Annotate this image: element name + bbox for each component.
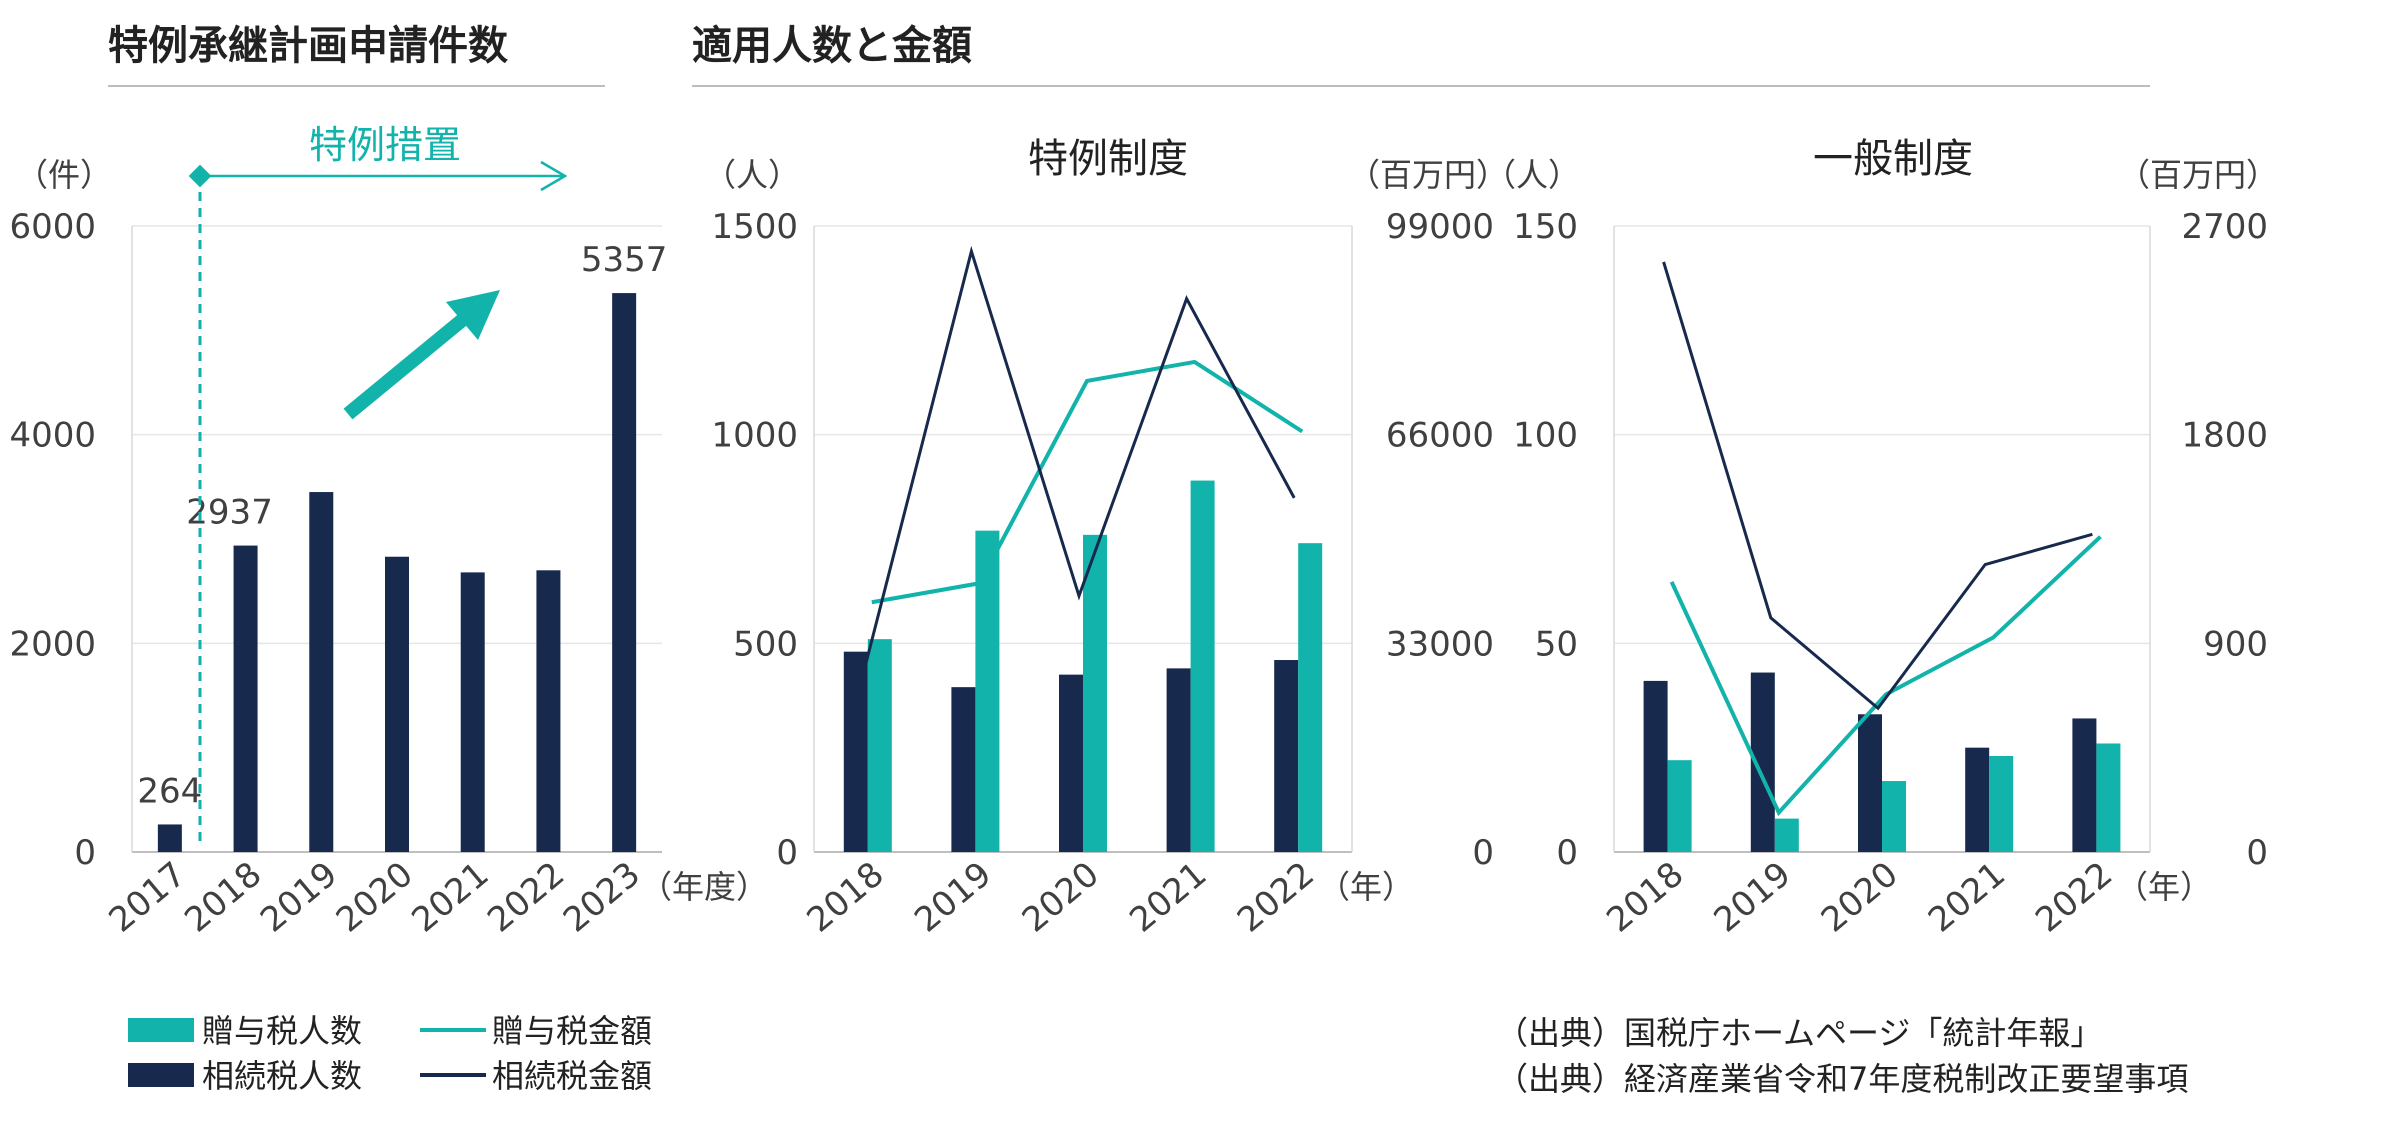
bar-applications-2020 [385, 556, 409, 852]
bar-applications-2022 [536, 570, 561, 852]
bar-inherit-count-2021 [1965, 747, 1990, 852]
bar-gift-count-2021 [1989, 756, 2014, 852]
bar-gift-count-2020 [1083, 534, 1107, 852]
line-gift-amount [871, 359, 1304, 605]
bar-gift-count-2019 [975, 530, 1000, 852]
data-label: 264 [137, 771, 202, 811]
bar-gift-count-2021 [1190, 480, 1215, 852]
line-gift-amount [1669, 535, 2102, 817]
bar-inherit-count-2020 [1858, 714, 1882, 852]
legend-label-inherit-amount: 相続税金額 [492, 1057, 652, 1095]
x-tick-label: 2022 [1230, 854, 1322, 940]
y-right-tick-label: 900 [2203, 624, 2268, 664]
y-right-tick-label: 1800 [2181, 416, 2268, 456]
y-left-tick-label: 500 [733, 624, 798, 664]
bar-inherit-count-2020 [1059, 674, 1083, 852]
bar-applications-2021 [460, 572, 485, 852]
x-tick-label: 2020 [1814, 854, 1906, 940]
y-right-tick-label: 2700 [2181, 207, 2268, 247]
source-note-1: （出典）国税庁ホームページ「統計年報」 [1496, 1014, 2102, 1052]
bar-gift-count-2019 [1774, 818, 1799, 852]
y-right-axis-unit: （百万円） [2118, 156, 2278, 194]
line-inherit-amount [1662, 261, 2093, 711]
y-left-tick-label: 100 [1513, 416, 1578, 456]
x-tick-label: 2020 [1015, 854, 1107, 940]
x-axis-unit: （年） [1318, 868, 1414, 906]
line-inherit-amount [862, 245, 1296, 673]
legend-label-gift-amount: 贈与税金額 [492, 1012, 652, 1050]
y-left-tick-label: 150 [1513, 207, 1578, 247]
y-tick-label: 4000 [9, 416, 96, 456]
x-tick-label: 2021 [405, 854, 497, 940]
chart-title-special: 特例制度 [1028, 136, 1188, 182]
bar-inherit-count-2022 [2072, 718, 2097, 852]
y-left-tick-label: 1000 [711, 416, 798, 456]
source-note-2: （出典）経済産業省令和7年度税制改正要望事項 [1496, 1060, 2188, 1098]
y-tick-label: 2000 [9, 624, 96, 664]
x-tick-label: 2019 [907, 854, 999, 940]
y-right-tick-label: 0 [1472, 833, 1494, 873]
y-left-tick-label: 1500 [711, 207, 798, 247]
x-tick-label: 2020 [329, 854, 421, 940]
y-tick-label: 6000 [9, 207, 96, 247]
applications-chart: 0200040006000（件）264201729372018201920202… [9, 156, 768, 941]
x-tick-label: 2018 [800, 854, 892, 940]
x-axis-unit: （年） [2116, 868, 2212, 906]
y-right-tick-label: 0 [2246, 833, 2268, 873]
bar-gift-count-2018 [1667, 760, 1692, 852]
bar-gift-count-2018 [867, 639, 892, 852]
x-tick-label: 2018 [177, 854, 269, 940]
x-tick-label: 2021 [1122, 854, 1214, 940]
y-right-tick-label: 33000 [1386, 624, 1494, 664]
bar-applications-2017 [157, 824, 182, 852]
y-right-tick-label: 66000 [1386, 416, 1494, 456]
up-right-arrow-icon [343, 290, 500, 420]
special-system-chart: 0 0 500 33000 1000 66000 1500 99000 （人） （百万円） 2018… [704, 156, 1508, 941]
bar-inherit-count-2018 [1643, 680, 1668, 852]
legend-swatch-gift-count [128, 1018, 194, 1042]
measure-label: 特例措置 [309, 123, 461, 167]
x-tick-label: 2019 [253, 854, 345, 940]
data-label: 5357 [581, 240, 668, 280]
y-left-tick-label: 0 [1556, 833, 1578, 873]
x-tick-label: 2022 [2028, 854, 2120, 940]
x-tick-label: 2021 [1921, 854, 2013, 940]
legend: 贈与税人数 相続税人数 贈与税金額 相続税金額 [128, 1012, 652, 1095]
x-tick-label: 2019 [1707, 854, 1799, 940]
x-tick-label: 2022 [480, 854, 572, 940]
y-left-axis-unit: （人） [1484, 156, 1580, 194]
bar-inherit-count-2019 [951, 687, 976, 852]
bar-inherit-count-2021 [1166, 668, 1191, 852]
y-axis-unit: （件） [16, 156, 112, 194]
y-left-axis-unit: （人） [704, 156, 800, 194]
bar-applications-2023 [612, 293, 637, 853]
measure-range-arrowhead-icon [540, 160, 568, 192]
x-tick-label: 2023 [556, 854, 648, 940]
bar-inherit-count-2022 [1274, 660, 1299, 852]
legend-label-inherit-count: 相続税人数 [202, 1057, 362, 1095]
bar-inherit-count-2018 [843, 651, 868, 852]
y-left-tick-label: 0 [776, 833, 798, 873]
x-tick-label: 2018 [1599, 854, 1691, 940]
bar-gift-count-2022 [1298, 543, 1323, 852]
y-tick-label: 0 [74, 833, 96, 873]
bar-applications-2018 [233, 545, 258, 852]
y-right-axis-unit: （百万円） [1348, 156, 1508, 194]
section-title-recipients: 適用人数と金額 [692, 23, 972, 69]
bar-gift-count-2022 [2096, 743, 2121, 852]
bar-gift-count-2020 [1882, 781, 1906, 852]
bar-applications-2019 [309, 492, 334, 852]
y-right-tick-label: 99000 [1386, 207, 1494, 247]
y-left-tick-label: 50 [1535, 624, 1578, 664]
x-tick-label: 2017 [102, 854, 194, 940]
legend-label-gift-count: 贈与税人数 [202, 1012, 362, 1050]
section-title-applications: 特例承継計画申請件数 [108, 23, 508, 69]
legend-swatch-inherit-count [128, 1063, 194, 1087]
chart-title-general: 一般制度 [1813, 136, 1973, 182]
x-axis-unit: （年度） [640, 868, 768, 906]
